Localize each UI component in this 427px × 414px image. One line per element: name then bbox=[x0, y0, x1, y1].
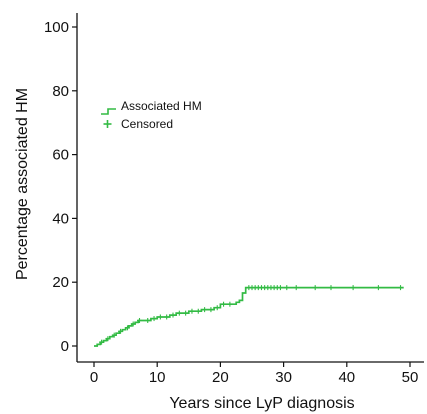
axes bbox=[76, 13, 424, 363]
x-tick-label: 20 bbox=[212, 369, 229, 386]
censored-marker bbox=[375, 285, 381, 291]
censored-marker bbox=[277, 285, 283, 291]
censored-marker bbox=[105, 336, 111, 342]
censored-marker bbox=[284, 285, 290, 291]
censored-marker bbox=[145, 317, 151, 323]
series-layer bbox=[94, 285, 404, 347]
y-tick-label: 40 bbox=[52, 210, 69, 227]
y-axis-label: Percentage associated HM bbox=[14, 88, 31, 280]
censored-marker bbox=[176, 310, 182, 316]
censored-marker bbox=[164, 314, 170, 320]
censored-marker bbox=[208, 307, 214, 313]
x-axis-label: Years since LyP diagnosis bbox=[169, 395, 354, 412]
legend-plus-icon bbox=[103, 120, 112, 128]
censored-marker bbox=[130, 321, 136, 327]
censored-marker bbox=[118, 328, 124, 334]
x-tick-label: 50 bbox=[402, 369, 419, 386]
censored-marker bbox=[124, 325, 130, 331]
y-tick-label: 60 bbox=[52, 147, 69, 164]
censored-marker bbox=[189, 308, 195, 314]
censored-marker bbox=[227, 301, 233, 307]
x-axis-ticks: 0 10 20 30 40 50 bbox=[90, 362, 419, 386]
y-tick-label: 100 bbox=[44, 19, 69, 36]
x-tick-label: 30 bbox=[275, 369, 292, 386]
x-tick-label: 10 bbox=[149, 369, 166, 386]
series-line-associated-hm bbox=[94, 286, 404, 347]
y-tick-label: 80 bbox=[52, 83, 69, 100]
legend-label-associated-hm: Associated HM bbox=[121, 99, 202, 113]
censored-marker bbox=[195, 308, 201, 314]
x-tick-label: 40 bbox=[338, 369, 355, 386]
legend-step-icon bbox=[101, 108, 116, 115]
censored-marker bbox=[328, 285, 334, 291]
censored-marker bbox=[111, 332, 117, 338]
y-tick-label: 20 bbox=[52, 274, 69, 291]
y-axis-ticks: 0 20 40 60 80 100 bbox=[44, 19, 77, 355]
legend: Associated HM Censored bbox=[101, 99, 202, 131]
censored-marker bbox=[99, 339, 105, 345]
y-tick-label: 0 bbox=[61, 338, 69, 355]
censored-marker bbox=[137, 317, 143, 323]
censored-marker bbox=[350, 285, 356, 291]
censored-marker bbox=[312, 285, 318, 291]
censored-marker bbox=[170, 312, 176, 318]
censored-marker bbox=[293, 285, 299, 291]
x-tick-label: 0 bbox=[90, 369, 98, 386]
censored-marker bbox=[151, 316, 157, 322]
censored-marker bbox=[202, 307, 208, 313]
censored-marker bbox=[221, 301, 227, 307]
censored-marker bbox=[183, 310, 189, 316]
censored-marker bbox=[398, 285, 404, 291]
legend-label-censored: Censored bbox=[121, 117, 173, 131]
censored-marker bbox=[157, 314, 163, 320]
censored-marker bbox=[214, 305, 220, 311]
